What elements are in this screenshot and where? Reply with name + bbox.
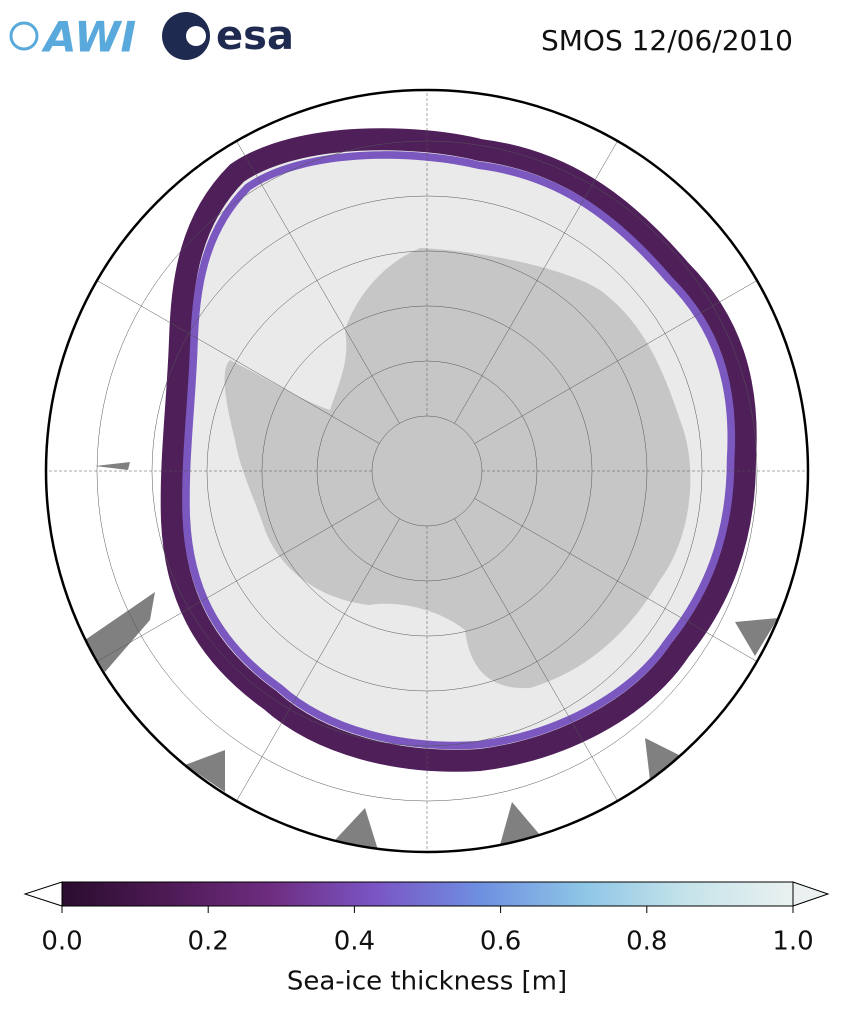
colorbar-tick-label: 0.6: [480, 927, 521, 957]
islands: [85, 462, 778, 850]
colorbar-tick-label: 0.8: [626, 927, 667, 957]
colorbar-tick-label: 0.4: [334, 927, 375, 957]
longitude-line: [454, 518, 628, 818]
colorbar-ramp: [61, 881, 794, 907]
island: [185, 750, 225, 792]
colorbar-tick-label: 0.0: [41, 927, 82, 957]
logo-text: esa: [216, 13, 294, 59]
colorbar-extend-low: [23, 881, 63, 907]
ice-edge-inner: [182, 151, 736, 750]
colorbar-tick-label: 0.2: [188, 927, 229, 957]
logo-globe: [9, 21, 39, 51]
longitude-line: [454, 124, 628, 424]
colorbar-extend-high: [792, 881, 830, 907]
graticule: [46, 90, 808, 852]
island: [85, 592, 155, 672]
longitude-line: [80, 498, 380, 672]
island: [335, 808, 378, 850]
map: [46, 90, 808, 852]
continent: [224, 248, 691, 689]
logo-text: AWI: [41, 13, 136, 62]
longitude-line: [226, 518, 400, 818]
colorbar: 0.0 0.2 0.4 0.6 0.8 1.0: [23, 881, 830, 957]
island: [95, 462, 130, 470]
longitude-line: [80, 270, 380, 444]
longitude-line: [474, 270, 774, 444]
island: [645, 738, 685, 780]
colorbar-tick-label: 1.0: [772, 927, 813, 957]
esa-logo: esa: [162, 12, 294, 60]
longitude-line: [474, 498, 774, 672]
map-title: SMOS 12/06/2010: [541, 24, 793, 57]
awi-logo: AWI: [9, 13, 136, 62]
island: [500, 802, 540, 845]
colorbar-label: Sea-ice thickness [m]: [287, 967, 567, 997]
logo-inner: [186, 26, 206, 46]
map-boundary: [44, 88, 810, 854]
longitude-line: [226, 124, 400, 424]
island: [735, 618, 778, 656]
